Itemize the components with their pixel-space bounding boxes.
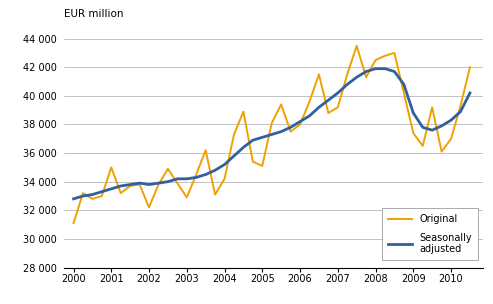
- Seasonally
adjusted: [70, 197, 76, 201]
- Seasonally
adjusted: [429, 128, 435, 132]
- Original: [391, 51, 397, 55]
- Seasonally
adjusted: [99, 190, 105, 194]
- Seasonally
adjusted: [241, 146, 246, 149]
- Seasonally
adjusted: [165, 180, 171, 184]
- Original: [335, 105, 341, 109]
- Original: [212, 193, 218, 196]
- Text: EUR million: EUR million: [64, 9, 124, 19]
- Original: [70, 221, 76, 225]
- Legend: Original, Seasonally
adjusted: Original, Seasonally adjusted: [382, 208, 478, 260]
- Original: [250, 160, 256, 164]
- Original: [146, 206, 152, 209]
- Seasonally
adjusted: [363, 70, 369, 73]
- Original: [89, 197, 95, 201]
- Original: [155, 183, 161, 186]
- Line: Seasonally
adjusted: Seasonally adjusted: [73, 69, 470, 199]
- Original: [231, 133, 237, 136]
- Original: [344, 73, 350, 76]
- Seasonally
adjusted: [382, 67, 388, 71]
- Seasonally
adjusted: [137, 181, 142, 185]
- Original: [353, 44, 359, 48]
- Seasonally
adjusted: [221, 163, 227, 166]
- Seasonally
adjusted: [344, 83, 350, 86]
- Seasonally
adjusted: [297, 120, 303, 123]
- Seasonally
adjusted: [80, 194, 86, 198]
- Seasonally
adjusted: [391, 70, 397, 73]
- Seasonally
adjusted: [184, 177, 190, 181]
- Original: [297, 123, 303, 126]
- Seasonally
adjusted: [410, 111, 416, 115]
- Original: [429, 105, 435, 109]
- Original: [278, 103, 284, 106]
- Seasonally
adjusted: [278, 130, 284, 133]
- Seasonally
adjusted: [287, 126, 293, 129]
- Original: [448, 137, 454, 140]
- Seasonally
adjusted: [127, 183, 133, 186]
- Original: [80, 191, 86, 195]
- Seasonally
adjusted: [89, 193, 95, 196]
- Original: [127, 184, 133, 188]
- Original: [269, 121, 275, 125]
- Original: [175, 181, 180, 185]
- Original: [118, 191, 124, 195]
- Seasonally
adjusted: [401, 83, 407, 86]
- Seasonally
adjusted: [307, 114, 313, 118]
- Seasonally
adjusted: [467, 91, 473, 95]
- Original: [420, 144, 425, 148]
- Original: [316, 73, 322, 76]
- Seasonally
adjusted: [420, 126, 425, 129]
- Seasonally
adjusted: [118, 184, 124, 188]
- Seasonally
adjusted: [250, 138, 256, 142]
- Original: [203, 148, 209, 152]
- Seasonally
adjusted: [439, 124, 445, 128]
- Original: [373, 58, 379, 62]
- Original: [382, 54, 388, 58]
- Seasonally
adjusted: [335, 91, 341, 95]
- Original: [165, 167, 171, 171]
- Seasonally
adjusted: [146, 183, 152, 186]
- Seasonally
adjusted: [259, 136, 265, 139]
- Seasonally
adjusted: [269, 133, 275, 136]
- Original: [307, 100, 313, 103]
- Original: [241, 110, 246, 113]
- Seasonally
adjusted: [325, 98, 331, 102]
- Original: [467, 65, 473, 69]
- Original: [287, 130, 293, 133]
- Original: [458, 104, 463, 108]
- Original: [363, 75, 369, 79]
- Original: [325, 111, 331, 115]
- Seasonally
adjusted: [175, 177, 180, 181]
- Seasonally
adjusted: [353, 75, 359, 79]
- Original: [184, 195, 190, 199]
- Original: [259, 164, 265, 168]
- Original: [99, 194, 105, 198]
- Seasonally
adjusted: [108, 187, 114, 191]
- Seasonally
adjusted: [193, 176, 199, 179]
- Original: [439, 150, 445, 154]
- Original: [193, 173, 199, 176]
- Original: [137, 183, 142, 186]
- Seasonally
adjusted: [458, 110, 463, 113]
- Line: Original: Original: [73, 46, 470, 223]
- Seasonally
adjusted: [212, 168, 218, 172]
- Original: [410, 131, 416, 135]
- Seasonally
adjusted: [231, 154, 237, 158]
- Seasonally
adjusted: [203, 173, 209, 176]
- Original: [108, 166, 114, 169]
- Original: [221, 177, 227, 181]
- Seasonally
adjusted: [155, 181, 161, 185]
- Seasonally
adjusted: [316, 105, 322, 109]
- Seasonally
adjusted: [373, 67, 379, 71]
- Original: [401, 91, 407, 95]
- Seasonally
adjusted: [448, 118, 454, 122]
